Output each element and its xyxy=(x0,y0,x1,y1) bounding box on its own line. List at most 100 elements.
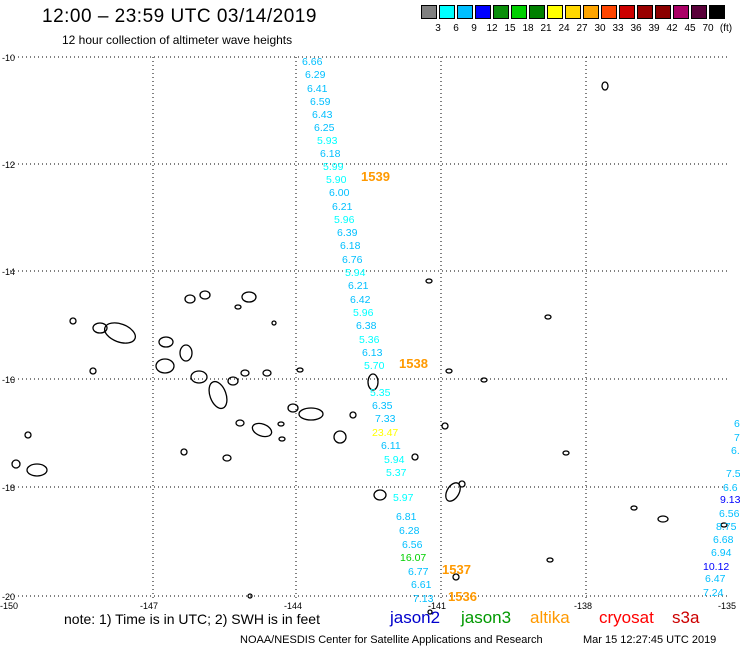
color-label: 45 xyxy=(684,23,696,34)
island-outline xyxy=(262,369,272,377)
wave-height-label: 23.47 xyxy=(372,427,398,439)
wave-height-label: 5.93 xyxy=(317,135,338,147)
lon-label: -150 xyxy=(0,601,18,611)
pass-time-label: 1539 xyxy=(361,169,390,184)
color-cell xyxy=(565,5,581,19)
lon-label: -147 xyxy=(140,601,158,611)
wave-height-label: 5.97 xyxy=(393,492,414,504)
color-cell xyxy=(529,5,545,19)
legend-s3a: s3a xyxy=(672,608,700,627)
island-outline xyxy=(411,453,419,461)
pass-time-label: 1536 xyxy=(448,589,477,604)
wave-height-label: 6.35 xyxy=(372,400,393,412)
wave-height-label: 6.81 xyxy=(396,511,417,523)
color-cell xyxy=(601,5,617,19)
wave-height-label: 5.94 xyxy=(384,454,405,466)
wave-height-label: 5.35 xyxy=(370,387,391,399)
wave-height-label: 6. xyxy=(731,445,740,457)
island-outline xyxy=(271,320,277,326)
wave-height-label: 6.77 xyxy=(408,566,429,578)
island-outline xyxy=(11,459,21,469)
island-outlines xyxy=(11,81,728,615)
wave-height-label: 6.66 xyxy=(302,56,323,68)
island-outline xyxy=(208,380,228,410)
wave-height-track: 6.666.296.416.596.436.255.936.185.995.90… xyxy=(302,56,434,605)
wave-height-label: 6.56 xyxy=(719,508,740,520)
wave-height-label: 5.36 xyxy=(359,334,380,346)
island-outline xyxy=(298,407,324,421)
lon-label: -138 xyxy=(574,601,592,611)
island-outline xyxy=(235,419,245,427)
legend-cryosat: cryosat xyxy=(599,608,654,627)
island-outline xyxy=(184,294,196,304)
island-outline xyxy=(458,480,466,488)
island-outline xyxy=(562,450,570,456)
color-label: 21 xyxy=(540,23,552,34)
lat-label: -18 xyxy=(2,483,15,493)
island-outline xyxy=(720,522,728,528)
page-subtitle: 12 hour collection of altimeter wave hei… xyxy=(62,33,293,47)
wave-height-label: 6.41 xyxy=(307,83,328,95)
wave-height-label: 6.61 xyxy=(411,579,432,591)
wave-height-label: 5.90 xyxy=(326,174,347,186)
lat-label: -16 xyxy=(2,375,15,385)
island-outline xyxy=(92,322,108,334)
color-cell xyxy=(709,5,725,19)
color-label: 12 xyxy=(486,23,498,34)
wave-height-label: 6.38 xyxy=(356,320,377,332)
island-outline xyxy=(104,322,136,344)
generated-timestamp: Mar 15 12:27:45 UTC 2019 xyxy=(583,634,717,646)
wave-height-label: 6.25 xyxy=(314,122,335,134)
color-label: 18 xyxy=(522,23,534,34)
island-outline xyxy=(179,344,193,362)
island-outline xyxy=(349,411,357,419)
legend-jason3: jason3 xyxy=(461,608,512,627)
island-outline xyxy=(373,489,387,501)
pass-time-labels: 1539 1538 1537 1536 xyxy=(361,169,477,604)
pass-time-label: 1537 xyxy=(442,562,471,577)
wave-height-label: 7.24 xyxy=(703,587,724,599)
wave-height-label: 6.76 xyxy=(342,254,363,266)
color-cell xyxy=(637,5,653,19)
island-outline xyxy=(199,290,211,300)
island-outline xyxy=(367,373,379,391)
legend-jason2: jason2 xyxy=(390,608,441,627)
wave-height-label: 6.94 xyxy=(711,547,732,559)
wave-height-label: 5.99 xyxy=(323,161,344,173)
credit-line: NOAA/NESDIS Center for Satellite Applica… xyxy=(240,634,543,646)
wave-height-label: 5.96 xyxy=(353,307,374,319)
wave-height-label: 6.47 xyxy=(705,573,726,585)
lon-label: -141 xyxy=(428,601,446,611)
island-outline xyxy=(452,573,460,581)
island-outline xyxy=(89,367,97,375)
color-label: 36 xyxy=(630,23,642,34)
island-outline xyxy=(544,314,552,320)
lon-label: -144 xyxy=(284,601,302,611)
island-outline xyxy=(26,463,48,477)
color-cell xyxy=(655,5,671,19)
island-outline xyxy=(251,422,273,438)
pass-time-label: 1538 xyxy=(399,356,428,371)
wave-height-label: 6.56 xyxy=(402,539,423,551)
wave-height-label: 6.21 xyxy=(348,280,369,292)
island-outline xyxy=(441,422,449,430)
legend-altika: altika xyxy=(530,608,570,627)
wave-height-label: 5.70 xyxy=(364,360,385,372)
island-outline xyxy=(155,358,175,374)
color-label: 70 xyxy=(702,23,714,34)
island-outline xyxy=(180,448,188,456)
color-label: 39 xyxy=(648,23,660,34)
color-label: 15 xyxy=(504,23,516,34)
color-label: 6 xyxy=(453,23,459,34)
island-outline xyxy=(241,291,257,303)
axis-labels: -10 -12 -14 -16 -18 -20-150 -147 -144 -141 -138 -1… xyxy=(0,53,736,611)
color-label: 24 xyxy=(558,23,570,34)
color-cell xyxy=(619,5,635,19)
wave-height-label: 5.96 xyxy=(334,214,355,226)
wave-height-label: 6.42 xyxy=(350,294,371,306)
island-outline xyxy=(277,421,285,427)
wave-height-label: 6.59 xyxy=(310,96,331,108)
color-cell xyxy=(673,5,689,19)
map-grid xyxy=(10,56,730,600)
wave-height-label: 9.13 xyxy=(720,494,740,506)
